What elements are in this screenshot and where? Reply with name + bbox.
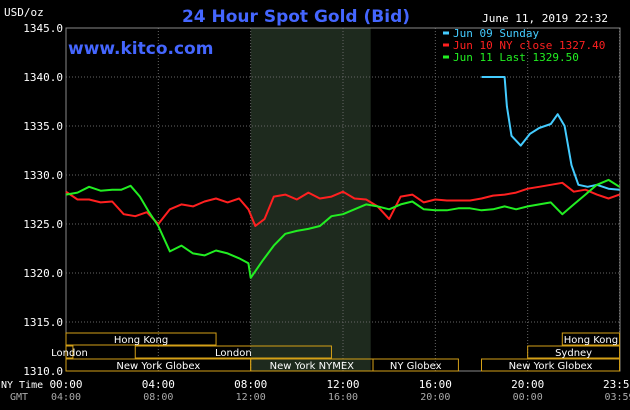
session-label: London (215, 348, 252, 359)
chart-timestamp: June 11, 2019 22:32 (482, 12, 608, 25)
session-label: New York NYMEX (270, 361, 355, 372)
session-label: Hong Kong (564, 335, 618, 346)
session-label: New York Globex (116, 361, 200, 372)
x-tick-label-gmt: 16:00 (328, 392, 358, 403)
session-label: Sydney (555, 348, 592, 359)
x-tick-label-ny: 04:00 (142, 378, 175, 391)
session-bar (481, 358, 621, 372)
x-tick-label-gmt: 08:00 (143, 392, 173, 403)
x-tick-label-ny: 08:00 (234, 378, 267, 391)
x-tick-label-ny: 20:00 (511, 378, 544, 391)
session-label: Hong Kong (114, 335, 168, 346)
session-bar (372, 358, 459, 372)
legend-label: Jun 09 Sunday (453, 27, 539, 40)
x-tick-label-gmt: 04:00 (51, 392, 81, 403)
series-line-1 (65, 181, 620, 227)
chart-title: 24 Hour Spot Gold (Bid) (182, 7, 410, 27)
y-tick-label: 1315.0 (23, 316, 63, 329)
session-bar (134, 345, 332, 359)
market-sessions: Hong Kong Hong Kong London London Sydney New … (51, 332, 621, 372)
price-series (65, 76, 621, 279)
y-axis-ticks: 1345.0 1340.0 1335.0 1330.0 1325.0 1320.0 1315… (23, 22, 63, 378)
x-tick-label-gmt: 00:00 (513, 392, 543, 403)
session-label: NY Globex (390, 361, 442, 372)
y-tick-label: 1340.0 (23, 71, 63, 84)
legend-label: Jun 11 Last 1329.50 (453, 51, 579, 64)
ny-session-band (250, 28, 371, 371)
y-tick-label: 1330.0 (23, 169, 63, 182)
x-tick-label-ny: 00:00 (49, 378, 82, 391)
y-tick-label: 1325.0 (23, 218, 63, 231)
session-bar (65, 345, 74, 359)
y-tick-label: 1335.0 (23, 120, 63, 133)
legend-label: Jun 10 NY close 1327.40 (453, 39, 605, 52)
x-tick-label-ny: 16:00 (419, 378, 452, 391)
y-axis-unit-label: USD/oz (4, 6, 44, 19)
x-tick-label-gmt: 03:59 (604, 392, 630, 403)
session-label: London (51, 348, 88, 359)
x-tick-label-gmt: 20:00 (420, 392, 450, 403)
y-tick-label: 1345.0 (23, 22, 63, 35)
session-bar (527, 345, 621, 359)
ny-time-row-label: NY Time (1, 380, 43, 391)
series-line-0 (481, 76, 620, 191)
x-tick-label-ny: 23:59 (603, 378, 630, 391)
session-bar (561, 332, 621, 346)
gmt-row-label: GMT (10, 392, 28, 403)
site-watermark[interactable]: www.kitco.com (68, 39, 213, 59)
y-tick-label: 1310.0 (23, 365, 63, 378)
series-line-2 (65, 178, 621, 279)
session-bar (65, 332, 217, 346)
y-tick-label: 1320.0 (23, 267, 63, 280)
session-label: New York Globex (509, 361, 593, 372)
x-tick-label-ny: 12:00 (326, 378, 359, 391)
x-axis-ticks: 00:0004:0008:0012:0016:0020:0023:5904:00… (49, 378, 630, 403)
x-tick-label-gmt: 12:00 (236, 392, 266, 403)
